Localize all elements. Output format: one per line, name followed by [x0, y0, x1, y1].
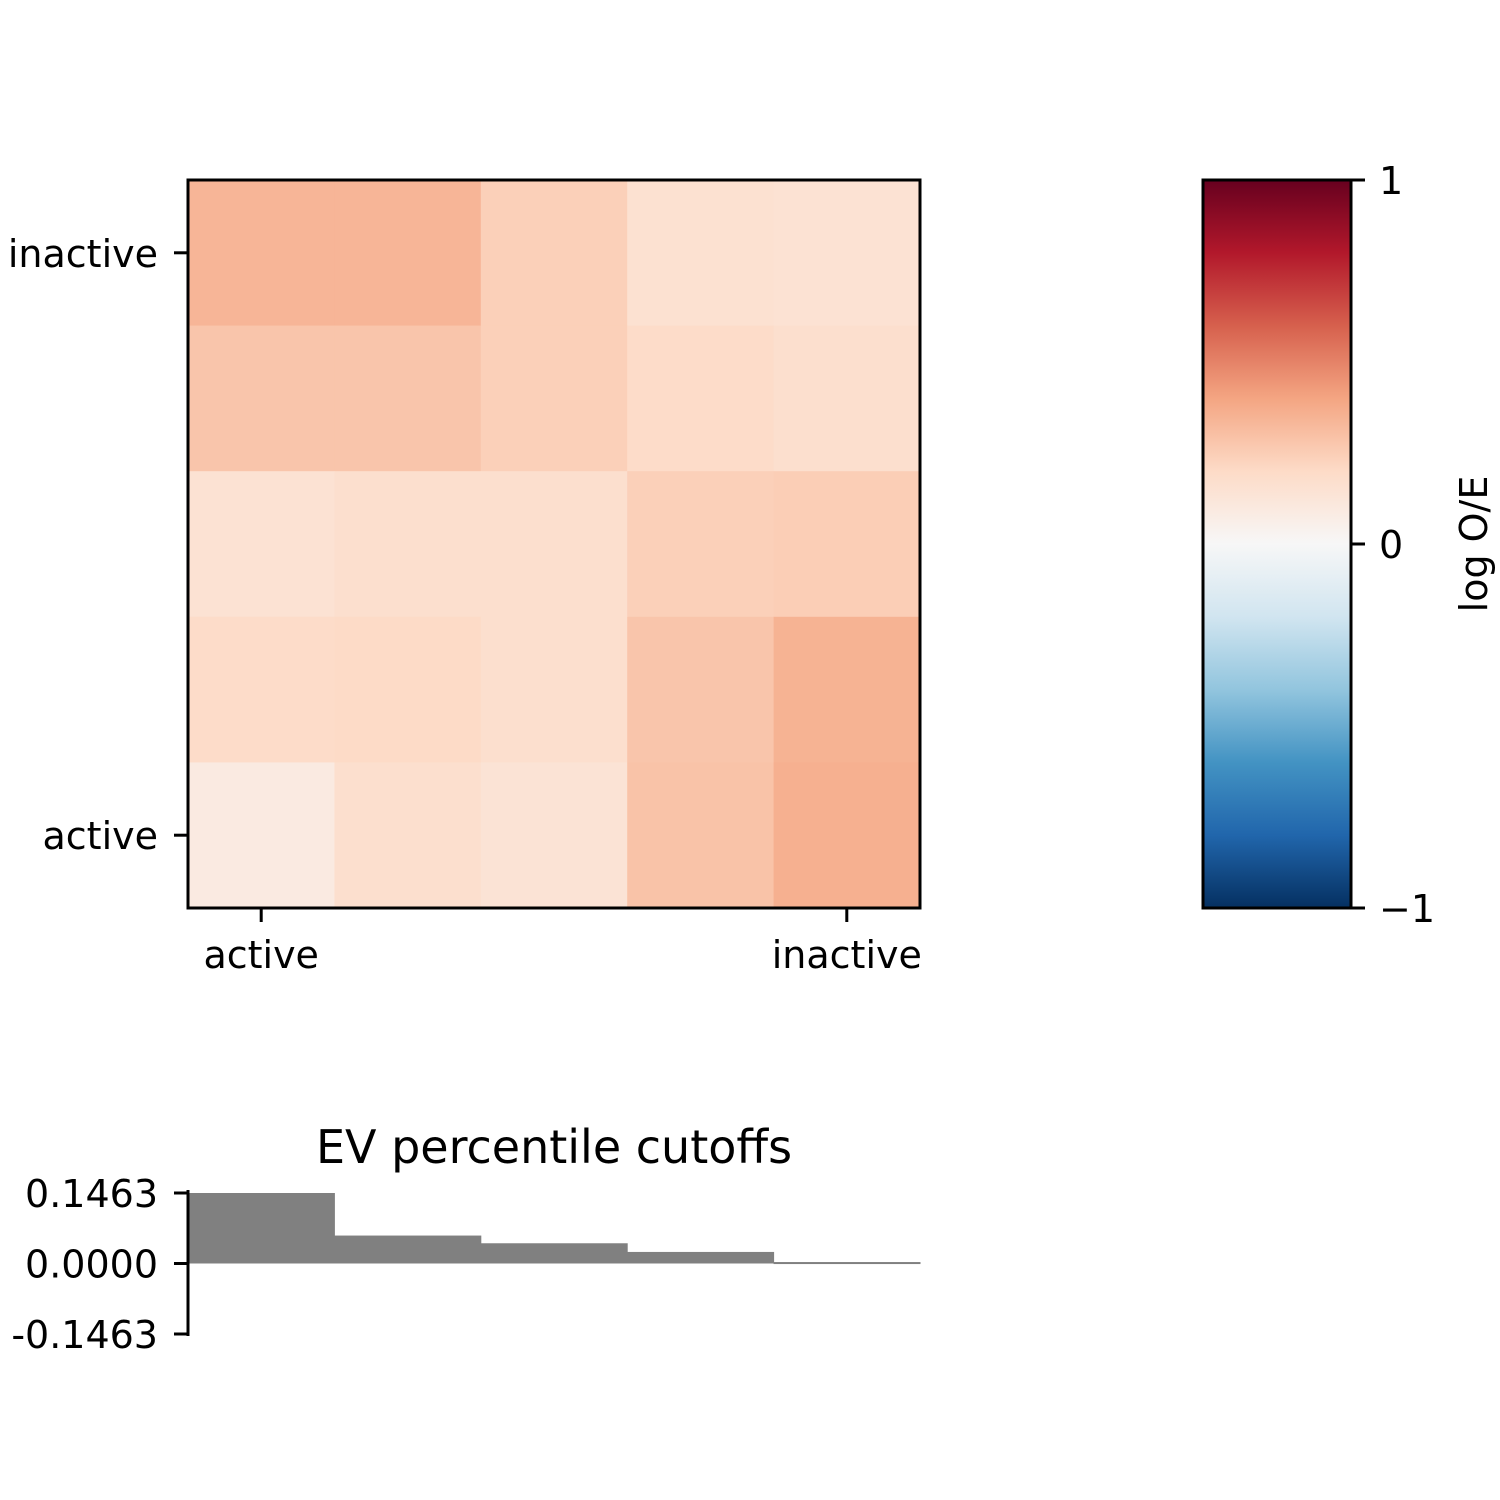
heatmap-cell: [773, 180, 921, 327]
heatmap-cell: [627, 325, 775, 472]
colorbar-tick-label: 1: [1379, 159, 1403, 203]
heatmap-cell: [188, 325, 335, 472]
bar-y-tick-label: 0.0000: [25, 1243, 158, 1287]
heatmap-cell: [480, 180, 628, 327]
heatmap-cell: [627, 471, 775, 618]
colorbar-tick-label: 0: [1379, 523, 1403, 567]
heatmap-cell: [334, 471, 482, 618]
colorbar: 1 0 −1 log O/E: [1201, 159, 1496, 931]
colorbar-ticks: 1 0 −1: [1351, 159, 1435, 931]
bar-chart-title: EV percentile cutoffs: [316, 1120, 792, 1174]
heatmap-x-tick-label: active: [203, 933, 319, 977]
heatmap-frame: [186, 178, 922, 910]
heatmap-cell: [773, 325, 921, 472]
heatmap-cell: [334, 762, 482, 909]
heatmap-cell: [480, 616, 628, 763]
heatmap-cell: [188, 616, 335, 763]
colorbar-gradient: [1203, 180, 1351, 908]
bar: [334, 1235, 482, 1264]
heatmap-cell: [480, 325, 628, 472]
bar-y-tick-label: -0.1463: [11, 1313, 158, 1357]
bar: [480, 1243, 628, 1264]
heatmap-y-ticks: inactive active: [8, 232, 188, 858]
heatmap-cell: [334, 325, 482, 472]
heatmap-cell: [627, 762, 775, 909]
bar-rects: [188, 1193, 921, 1265]
heatmap-y-tick-label: inactive: [8, 232, 158, 276]
heatmap-x-ticks: active inactive: [203, 908, 922, 977]
bar: [773, 1262, 921, 1265]
colorbar-tick-label: −1: [1379, 887, 1435, 931]
heatmap-cell: [627, 616, 775, 763]
heatmap-cell: [188, 180, 335, 327]
bar-chart: EV percentile cutoffs 0.1463 0.0000 -0.146…: [11, 1120, 921, 1357]
heatmap-cell: [480, 762, 628, 909]
heatmap-cell: [627, 180, 775, 327]
heatmap-cell: [334, 180, 482, 327]
heatmap-cell: [773, 762, 921, 909]
heatmap-x-tick-label: inactive: [772, 933, 922, 977]
heatmap-cell: [334, 616, 482, 763]
heatmap-cells: [188, 180, 921, 909]
bar: [188, 1193, 335, 1264]
heatmap: active inactive inactive active: [8, 178, 922, 977]
bar-y-tick-label: 0.1463: [25, 1172, 158, 1216]
heatmap-cell: [480, 471, 628, 618]
heatmap-cell: [773, 616, 921, 763]
bar-chart-y-ticks: 0.1463 0.0000 -0.1463: [11, 1172, 188, 1357]
heatmap-cell: [773, 471, 921, 618]
heatmap-cell: [188, 471, 335, 618]
colorbar-label: log O/E: [1452, 476, 1496, 613]
heatmap-y-tick-label: active: [42, 814, 158, 858]
bar: [627, 1251, 775, 1264]
heatmap-cell: [188, 762, 335, 909]
